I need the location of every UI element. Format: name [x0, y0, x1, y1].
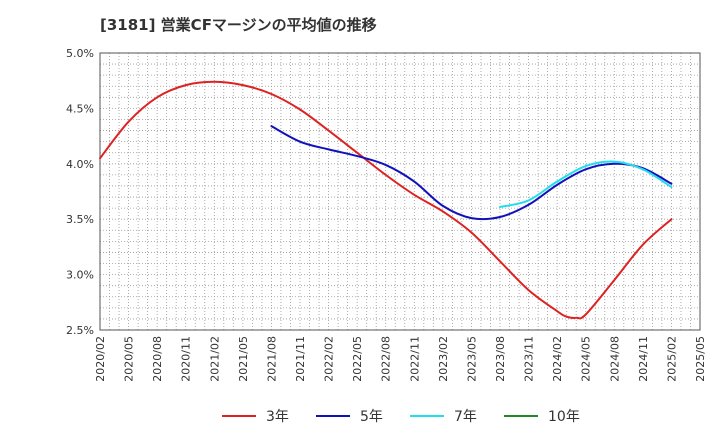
chart-title: [3181] 営業CFマージンの平均値の推移: [100, 16, 377, 34]
chart-legend: 3年 5年 7年 10年: [0, 404, 720, 428]
x-tick-label: 2020/08: [151, 336, 164, 382]
legend-label: 3年: [266, 409, 289, 425]
x-tick-label: 2021/11: [294, 336, 307, 382]
x-tick-label: 2024/05: [580, 336, 593, 382]
legend-item-3: 7年: [410, 404, 477, 428]
x-tick-label: 2024/02: [551, 336, 564, 382]
series-line-3: [499, 160, 673, 209]
x-tick-label: 2021/02: [208, 336, 221, 382]
y-tick-label: 5.0%: [66, 47, 94, 60]
plot-area: [100, 53, 700, 330]
x-tick-label: 2025/05: [694, 336, 707, 382]
y-tick-label: 4.0%: [66, 158, 94, 171]
x-tick-label: 2021/08: [265, 336, 278, 382]
legend-swatch: [504, 415, 538, 417]
x-tick-label: 2020/11: [180, 336, 193, 382]
y-tick-label: 4.5%: [66, 102, 94, 115]
x-tick-label: 2022/05: [351, 336, 364, 382]
y-tick-label: 3.5%: [66, 213, 94, 226]
x-tick-label: 2023/11: [523, 336, 536, 382]
x-tick-label: 2021/05: [237, 336, 250, 382]
x-tick-label: 2022/08: [380, 336, 393, 382]
x-tick-label: 2022/11: [408, 336, 421, 382]
plot-border: [99, 52, 701, 331]
y-tick-label: 2.5%: [66, 324, 94, 337]
legend-swatch: [316, 415, 350, 417]
x-tick-label: 2020/05: [123, 336, 136, 382]
series-line-2: [270, 125, 673, 221]
legend-item-1: 3年: [222, 404, 289, 428]
legend-swatch: [410, 415, 444, 417]
legend-item-2: 5年: [316, 404, 383, 428]
x-tick-label: 2020/02: [94, 336, 107, 382]
legend-label: 7年: [454, 409, 477, 425]
x-tick-label: 2023/08: [494, 336, 507, 382]
x-tick-label: 2023/02: [437, 336, 450, 382]
x-tick-label: 2022/02: [323, 336, 336, 382]
y-tick-label: 3.0%: [66, 269, 94, 282]
legend-item-4: 10年: [504, 404, 580, 428]
legend-label: 5年: [360, 409, 383, 425]
x-tick-label: 2024/08: [608, 336, 621, 382]
x-tick-label: 2024/11: [637, 336, 650, 382]
x-tick-label: 2025/02: [665, 336, 678, 382]
series-line-1: [99, 80, 673, 320]
legend-label: 10年: [548, 409, 580, 425]
legend-swatch: [222, 415, 256, 417]
x-tick-label: 2023/05: [465, 336, 478, 382]
